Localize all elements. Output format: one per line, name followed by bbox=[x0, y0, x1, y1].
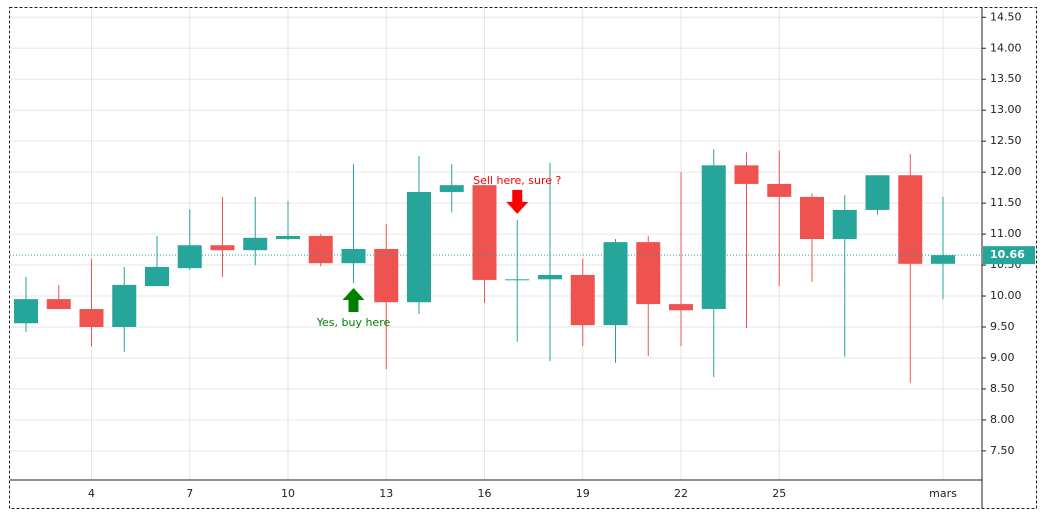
chart-frame bbox=[9, 7, 1037, 509]
x-tick-label: 13 bbox=[379, 487, 393, 500]
y-tick-label: 8.50 bbox=[990, 382, 1015, 395]
x-tick-label: 7 bbox=[186, 487, 193, 500]
candle-body bbox=[767, 183, 792, 197]
candle-body bbox=[570, 274, 595, 326]
candle-body bbox=[538, 274, 562, 280]
x-tick-label: mars bbox=[929, 487, 957, 500]
x-tick-label: 22 bbox=[674, 487, 688, 500]
y-tick-label: 12.00 bbox=[990, 165, 1022, 178]
candle-body bbox=[341, 248, 366, 264]
candle-body bbox=[243, 237, 268, 251]
y-tick-label: 8.00 bbox=[990, 413, 1015, 426]
y-tick-label: 9.00 bbox=[990, 351, 1015, 364]
x-tick-label: 10 bbox=[281, 487, 295, 500]
y-tick-label: 11.50 bbox=[990, 196, 1022, 209]
y-tick-label: 13.00 bbox=[990, 103, 1022, 116]
x-tick-label: 25 bbox=[772, 487, 786, 500]
x-tick-label: 4 bbox=[88, 487, 95, 500]
last-price-label: 10.66 bbox=[990, 248, 1025, 261]
candle-body bbox=[800, 196, 824, 240]
candle-body bbox=[79, 309, 104, 328]
x-tick-label: 19 bbox=[576, 487, 590, 500]
y-tick-label: 14.50 bbox=[990, 10, 1022, 23]
y-tick-label: 12.50 bbox=[990, 134, 1022, 147]
candle-body bbox=[276, 235, 300, 240]
candle-body bbox=[636, 242, 661, 305]
x-tick-label: 16 bbox=[478, 487, 492, 500]
candle-body bbox=[145, 266, 169, 287]
y-tick-label: 7.50 bbox=[990, 444, 1015, 457]
candle-body bbox=[374, 248, 399, 303]
annotation-text: Yes, buy here bbox=[316, 316, 391, 329]
y-tick-label: 14.00 bbox=[990, 41, 1022, 54]
candle-body bbox=[865, 175, 890, 210]
annotation-arrow bbox=[506, 189, 529, 214]
candle-body bbox=[472, 185, 497, 280]
candle-body bbox=[505, 279, 530, 281]
candle-body bbox=[14, 299, 38, 324]
y-tick-label: 13.50 bbox=[990, 72, 1022, 85]
y-tick-label: 11.00 bbox=[990, 227, 1022, 240]
candle-body bbox=[439, 185, 464, 192]
candle-body bbox=[210, 245, 235, 251]
candle-body bbox=[931, 255, 955, 264]
annotation-arrow bbox=[342, 288, 365, 313]
candle-body bbox=[898, 175, 923, 264]
candle-body bbox=[734, 165, 759, 184]
candle-body bbox=[669, 304, 693, 311]
candle-body bbox=[701, 165, 726, 310]
candle-body bbox=[112, 284, 137, 328]
y-tick-label: 10.00 bbox=[990, 289, 1022, 302]
annotation-text: Sell here, sure ? bbox=[473, 174, 561, 187]
last-price-tag bbox=[983, 246, 1035, 265]
candle-body bbox=[177, 245, 202, 269]
y-tick-label: 9.50 bbox=[990, 320, 1015, 333]
candle-body bbox=[832, 209, 857, 240]
candle-body bbox=[46, 299, 71, 310]
candle-body bbox=[308, 235, 333, 264]
candle-body bbox=[603, 242, 628, 326]
candle-body bbox=[407, 191, 431, 303]
